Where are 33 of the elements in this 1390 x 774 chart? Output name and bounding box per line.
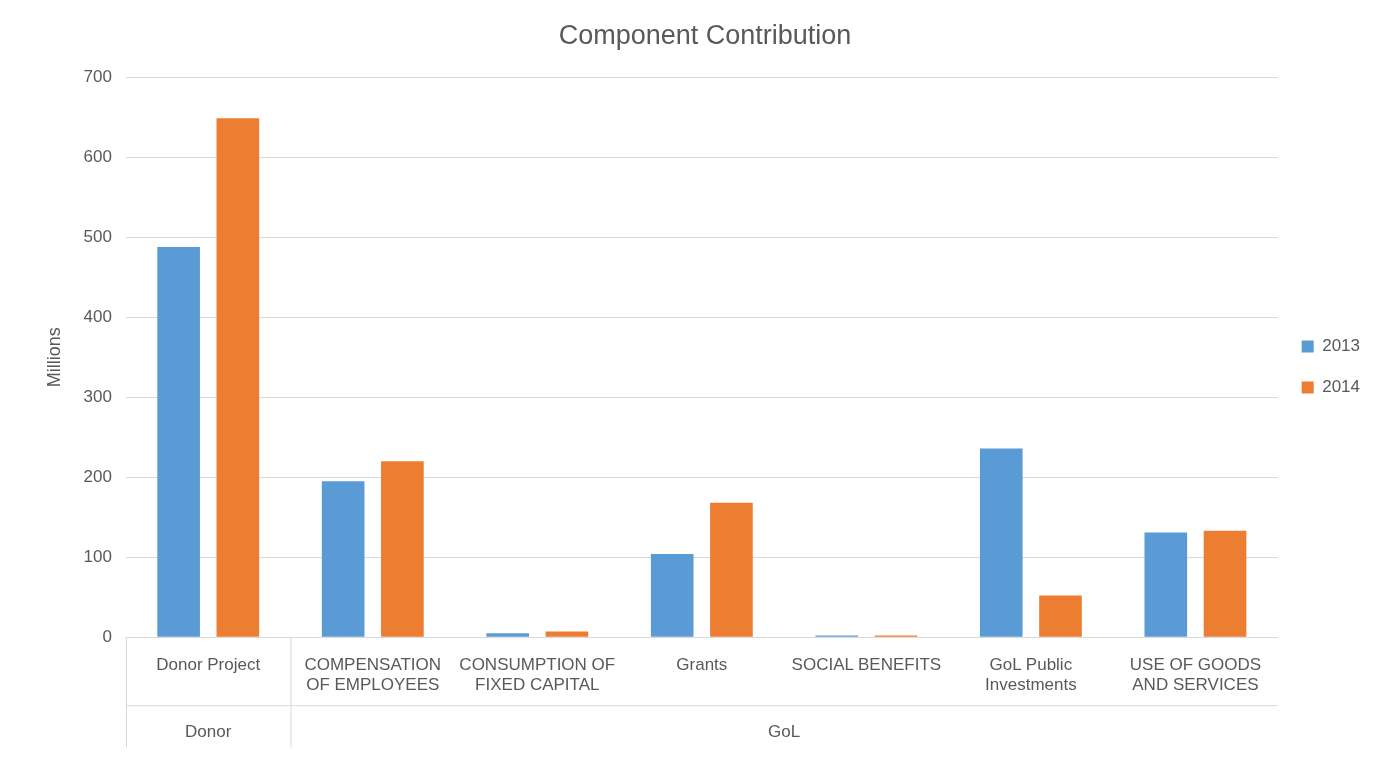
y-tick-label: 0 xyxy=(102,626,112,646)
bar xyxy=(216,118,260,637)
x-tick-label: CONSUMPTION OF FIXED CAPITAL xyxy=(459,655,616,695)
y-tick-label: 300 xyxy=(83,386,112,406)
bar xyxy=(321,481,365,637)
x-tick-label: SOCIAL BENEFITS xyxy=(791,655,942,675)
text: GoL xyxy=(768,721,801,741)
x-tick-label: Donor Project xyxy=(156,655,261,675)
bar xyxy=(1039,595,1082,637)
y-tick-label: 600 xyxy=(83,147,112,167)
y-tick-label: 400 xyxy=(83,307,112,326)
y-axis-title: Millions xyxy=(43,327,64,388)
x-tick-label: Grants xyxy=(676,655,728,675)
bar xyxy=(650,554,694,637)
x-tick-label: USE OF GOODS AND SERVICES xyxy=(1129,655,1262,695)
bar xyxy=(979,448,1023,637)
bar xyxy=(1144,532,1188,637)
legend-label: 2013 xyxy=(1322,336,1361,356)
y-tick-label: 200 xyxy=(83,466,112,486)
y-tick-label: 700 xyxy=(83,67,112,87)
bar xyxy=(1203,530,1247,637)
bar xyxy=(157,246,200,637)
x-tick-label: GoL Public Investments xyxy=(985,655,1077,695)
y-tick-label: 100 xyxy=(83,546,112,566)
legend-label: 2014 xyxy=(1322,377,1361,397)
chart-title: Component Contribution xyxy=(558,19,852,50)
bar xyxy=(710,502,753,637)
bar xyxy=(545,631,589,637)
x-tick-label: COMPENSATION OF EMPLOYEES xyxy=(304,655,442,695)
bar xyxy=(486,633,529,637)
y-tick-label: 500 xyxy=(83,227,112,247)
bar xyxy=(381,461,424,637)
text: Donor xyxy=(185,721,232,741)
